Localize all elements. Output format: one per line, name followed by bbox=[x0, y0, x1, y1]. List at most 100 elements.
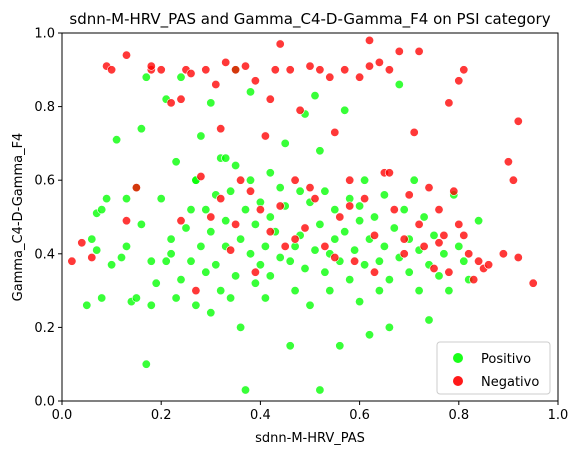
point-negativo-24 bbox=[231, 219, 241, 229]
point-negativo-7 bbox=[131, 183, 141, 193]
point-positivo-7 bbox=[107, 260, 117, 270]
point-positivo-121 bbox=[434, 271, 444, 281]
point-positivo-68 bbox=[280, 138, 290, 148]
point-positivo-44 bbox=[216, 286, 226, 296]
point-negativo-96 bbox=[384, 168, 394, 178]
point-positivo-9 bbox=[117, 253, 127, 263]
point-positivo-40 bbox=[206, 227, 216, 237]
point-positivo-82 bbox=[320, 267, 330, 277]
point-positivo-16 bbox=[136, 219, 146, 229]
point-negativo-13 bbox=[176, 94, 186, 104]
point-negativo-20 bbox=[216, 194, 226, 204]
point-positivo-53 bbox=[241, 205, 251, 215]
point-negativo-34 bbox=[275, 201, 285, 211]
point-positivo-62 bbox=[260, 241, 270, 251]
point-positivo-48 bbox=[226, 186, 236, 196]
point-negativo-16 bbox=[196, 172, 206, 182]
legend: Positivo Negativo bbox=[436, 341, 551, 395]
point-positivo-120 bbox=[429, 230, 439, 240]
point-positivo-49 bbox=[231, 161, 241, 171]
point-positivo-34 bbox=[191, 300, 201, 310]
legend-box bbox=[436, 341, 551, 395]
point-negativo-28 bbox=[250, 76, 260, 86]
point-positivo-139 bbox=[246, 87, 256, 97]
point-negativo-69 bbox=[439, 230, 449, 240]
point-positivo-90 bbox=[340, 227, 350, 237]
point-negativo-39 bbox=[300, 223, 310, 233]
point-negativo-64 bbox=[414, 219, 424, 229]
point-positivo-86 bbox=[330, 205, 340, 215]
point-positivo-31 bbox=[186, 205, 196, 215]
point-positivo-107 bbox=[384, 322, 394, 332]
point-negativo-37 bbox=[290, 175, 300, 185]
point-negativo-40 bbox=[305, 61, 315, 71]
point-negativo-84 bbox=[513, 116, 523, 126]
point-positivo-128 bbox=[474, 216, 484, 226]
plot-frame bbox=[61, 32, 559, 402]
point-negativo-46 bbox=[335, 212, 345, 222]
point-negativo-59 bbox=[394, 46, 404, 56]
point-negativo-1 bbox=[77, 238, 87, 248]
point-positivo-78 bbox=[310, 245, 320, 255]
point-positivo-23 bbox=[161, 256, 171, 266]
point-negativo-35 bbox=[280, 241, 290, 251]
point-positivo-58 bbox=[250, 219, 260, 229]
point-positivo-136 bbox=[275, 183, 285, 193]
point-negativo-65 bbox=[419, 241, 429, 251]
point-negativo-80 bbox=[484, 260, 494, 270]
chart-title: sdnn-M-HRV_PAS and Gamma_C4-D-Gamma_F4 o… bbox=[69, 10, 550, 29]
point-negativo-61 bbox=[404, 190, 414, 200]
point-positivo-125 bbox=[454, 241, 464, 251]
point-positivo-35 bbox=[196, 131, 206, 141]
x-axis: 0.0 0.2 0.4 0.6 0.8 1.0 bbox=[52, 401, 568, 423]
point-negativo-75 bbox=[459, 230, 469, 240]
point-negativo-94 bbox=[345, 201, 355, 211]
point-positivo-102 bbox=[374, 256, 384, 266]
point-negativo-15 bbox=[186, 69, 196, 79]
point-negativo-54 bbox=[369, 230, 379, 240]
point-positivo-126 bbox=[459, 256, 469, 266]
point-positivo-66 bbox=[275, 253, 285, 263]
point-positivo-104 bbox=[379, 190, 389, 200]
point-negativo-60 bbox=[399, 249, 409, 259]
point-positivo-30 bbox=[181, 223, 191, 233]
point-positivo-54 bbox=[241, 385, 251, 395]
x-tick-label-1: 0.2 bbox=[151, 408, 172, 423]
point-negativo-27 bbox=[246, 186, 256, 196]
point-negativo-31 bbox=[265, 227, 275, 237]
y-tick-label-3: 0.6 bbox=[34, 174, 55, 189]
x-tick-label-4: 0.8 bbox=[448, 408, 469, 423]
point-negativo-10 bbox=[156, 65, 166, 75]
point-positivo-106 bbox=[384, 275, 394, 285]
point-positivo-135 bbox=[221, 153, 231, 163]
point-positivo-96 bbox=[355, 216, 365, 226]
point-positivo-137 bbox=[315, 146, 325, 156]
point-negativo-68 bbox=[434, 205, 444, 215]
point-negativo-53 bbox=[364, 35, 374, 45]
point-negativo-25 bbox=[236, 175, 246, 185]
point-negativo-73 bbox=[454, 76, 464, 86]
point-positivo-56 bbox=[246, 249, 256, 259]
point-positivo-27 bbox=[171, 293, 181, 303]
point-positivo-45 bbox=[221, 216, 231, 226]
point-negativo-9 bbox=[146, 61, 156, 71]
point-negativo-21 bbox=[221, 57, 231, 67]
point-positivo-21 bbox=[151, 278, 161, 288]
point-negativo-51 bbox=[360, 194, 370, 204]
point-negativo-70 bbox=[444, 98, 454, 108]
point-negativo-74 bbox=[459, 65, 469, 75]
y-tick-label-4: 0.8 bbox=[34, 100, 55, 115]
point-positivo-22 bbox=[156, 194, 166, 204]
point-negativo-38 bbox=[295, 105, 305, 115]
point-positivo-129 bbox=[206, 98, 216, 108]
point-negativo-23 bbox=[231, 65, 241, 75]
point-positivo-101 bbox=[369, 212, 379, 222]
point-positivo-73 bbox=[295, 186, 305, 196]
point-negativo-89 bbox=[290, 234, 300, 244]
point-positivo-87 bbox=[330, 234, 340, 244]
point-positivo-85 bbox=[325, 286, 335, 296]
point-positivo-11 bbox=[122, 194, 132, 204]
x-tick-label-2: 0.4 bbox=[250, 408, 271, 423]
y-tick-label-0: 0.0 bbox=[34, 395, 55, 410]
point-negativo-44 bbox=[325, 72, 335, 82]
